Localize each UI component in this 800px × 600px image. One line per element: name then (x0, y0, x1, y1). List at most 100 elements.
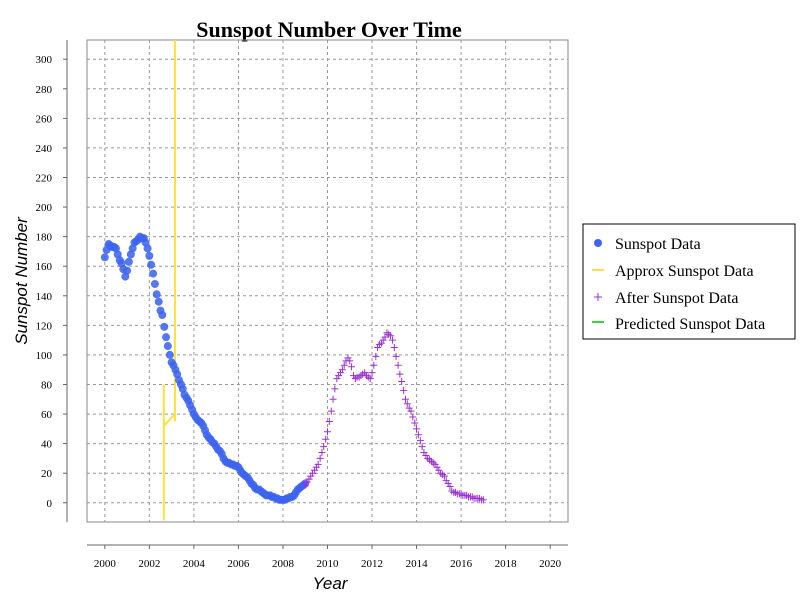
x-axis-label: Year (313, 574, 349, 593)
y-tick-label: 20 (41, 468, 53, 480)
after-sunspot-data-point (338, 366, 346, 374)
after-sunspot-data-point (374, 344, 382, 352)
sunspot-data-point (165, 350, 174, 359)
legend-box (582, 223, 796, 340)
sunspot-data-point (162, 333, 171, 342)
sunspot-data-point (152, 290, 161, 299)
after-sunspot-data-point (331, 385, 339, 393)
after-sunspot-data-point (411, 419, 419, 427)
approx-sunspot-line (163, 413, 176, 427)
after-sunspot-data-point (361, 369, 369, 377)
y-tick-label: 60 (41, 409, 53, 421)
x-tick-label: 2000 (94, 558, 117, 570)
after-sunspot-data-point (424, 454, 432, 462)
sunspot-data-series (100, 232, 310, 504)
after-sunspot-data-point (327, 407, 335, 415)
x-axis: 2000 2002 2004 2006 2008 2010 2012 2014 2016 2018… (87, 544, 568, 570)
after-sunspot-data-point (318, 449, 326, 457)
after-sunspot-data-point (312, 463, 320, 471)
sunspot-data-point (158, 311, 167, 320)
after-sunspot-data-point (439, 471, 447, 479)
after-sunspot-data-series (301, 329, 487, 504)
x-tick-label: 2006 (227, 558, 250, 570)
y-tick-label: 80 (41, 379, 53, 391)
after-sunspot-data-point (407, 407, 415, 415)
y-tick-label: 120 (36, 320, 53, 332)
after-sunspot-data-point (348, 363, 356, 371)
after-sunspot-data-point (394, 361, 402, 369)
after-sunspot-data-point (400, 386, 408, 394)
y-tick-label: 240 (36, 143, 53, 155)
x-tick-label: 2004 (183, 558, 206, 570)
sunspot-data-point (147, 260, 156, 269)
after-sunspot-data-point (468, 493, 476, 501)
after-sunspot-data-point (457, 490, 465, 498)
after-sunspot-data-point (314, 460, 322, 468)
x-tick-label: 2002 (138, 558, 160, 570)
x-tick-label: 2020 (539, 558, 562, 570)
after-sunspot-data-point (351, 375, 359, 383)
after-sunspot-data-point (329, 395, 337, 403)
after-sunspot-data-point (427, 457, 435, 465)
after-sunspot-data-point (390, 344, 398, 352)
after-sunspot-data-point (372, 352, 380, 360)
after-sunspot-data-point (344, 354, 352, 362)
x-tick-label: 2016 (450, 558, 473, 570)
after-sunspot-data-point (463, 491, 471, 499)
legend-after-label: After Sunspot Data (615, 290, 739, 307)
after-sunspot-data-point (307, 472, 315, 480)
after-sunspot-data-point (429, 459, 437, 467)
after-sunspot-data-point (392, 352, 400, 360)
after-sunspot-data-point (316, 454, 324, 462)
after-sunspot-data-point (324, 428, 331, 436)
x-tick-label: 2018 (495, 558, 518, 570)
after-sunspot-data-point (416, 437, 424, 445)
after-sunspot-data-point (366, 375, 374, 383)
after-sunspot-data-point (362, 372, 370, 380)
after-sunspot-data-point (325, 417, 333, 425)
after-sunspot-data-point (320, 443, 328, 451)
after-sunspot-data-point (387, 332, 395, 340)
legend-sunspot-label: Sunspot Data (615, 236, 701, 253)
x-tick-label: 2010 (317, 558, 340, 570)
after-sunspot-data-point (389, 336, 397, 344)
y-tick-label: 260 (36, 113, 53, 125)
after-sunspot-data-point (377, 339, 385, 347)
y-tick-label: 200 (36, 202, 53, 214)
after-sunspot-data-point (322, 435, 330, 443)
after-sunspot-data-point (383, 329, 391, 337)
sunspot-data-point (154, 297, 163, 306)
y-tick-label: 300 (36, 54, 53, 66)
after-sunspot-data-point (401, 395, 409, 403)
legend: Sunspot Data Approx Sunspot Data After S… (582, 223, 796, 340)
after-sunspot-data-point (346, 357, 354, 365)
after-sunspot-data-point (396, 370, 404, 378)
y-axis-ticks: 0 20 40 60 80 100 120 140 160 180 200 220 240 260 280 3… (36, 54, 67, 510)
y-tick-label: 160 (36, 261, 53, 273)
chart-title: Sunspot Number Over Time (196, 17, 462, 42)
sunspot-data-point (124, 257, 133, 266)
plot-area (86, 39, 569, 523)
after-sunspot-data-point (413, 425, 421, 433)
after-sunspot-data-point (435, 466, 443, 474)
legend-sunspot-marker (594, 239, 602, 247)
after-sunspot-data-point (350, 372, 358, 380)
y-tick-label: 220 (36, 173, 53, 185)
sunspot-data-point (149, 269, 158, 278)
x-tick-label: 2012 (361, 558, 383, 570)
sunspot-data-point (145, 251, 154, 260)
after-sunspot-data-point (433, 463, 441, 471)
after-sunspot-data-point (403, 400, 411, 408)
x-tick-label: 2008 (272, 558, 295, 570)
sunspot-data-point (123, 266, 132, 275)
after-sunspot-data-point (479, 496, 487, 504)
after-sunspot-data-point (446, 483, 454, 491)
after-sunspot-data-point (333, 375, 341, 383)
after-sunspot-data-point (405, 404, 413, 412)
after-sunspot-data-point (409, 413, 417, 421)
after-sunspot-data-point (381, 333, 389, 341)
y-tick-label: 100 (36, 350, 53, 362)
after-sunspot-data-point (305, 475, 313, 483)
sunspot-data-point (160, 322, 169, 331)
sunspot-data-point (150, 279, 159, 288)
